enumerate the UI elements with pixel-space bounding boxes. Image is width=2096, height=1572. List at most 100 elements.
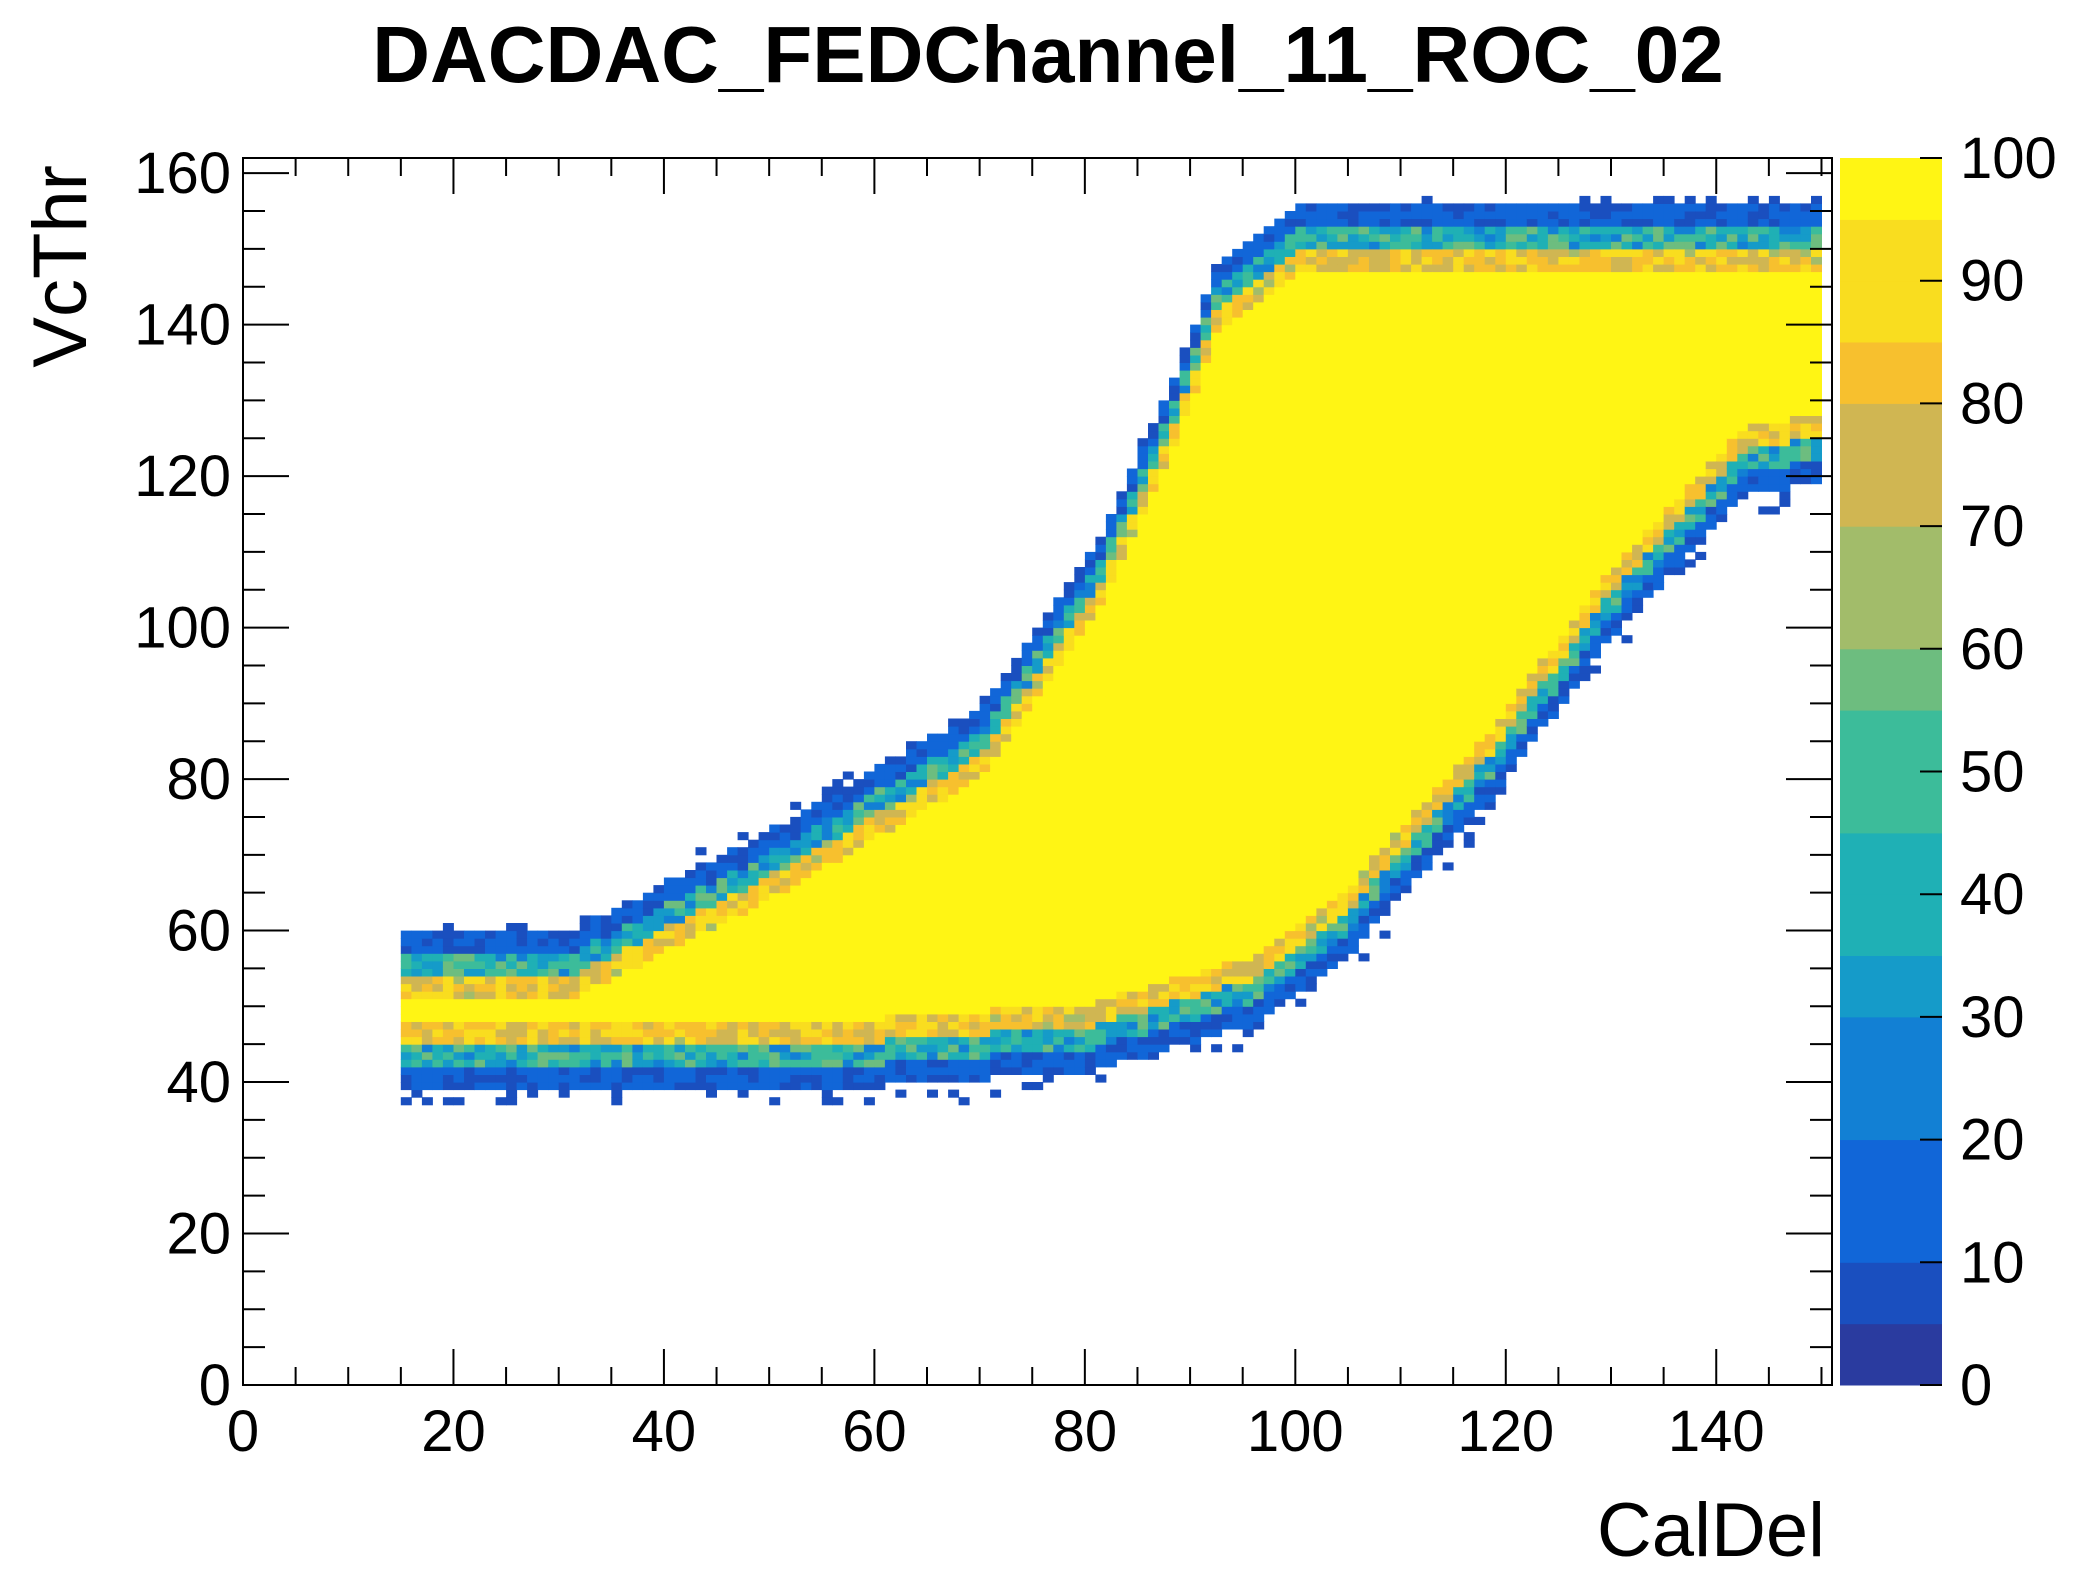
heatmap-cell bbox=[916, 1044, 928, 1053]
heatmap-cell bbox=[779, 945, 791, 954]
heatmap-cell bbox=[1105, 847, 1117, 856]
heatmap-cell bbox=[1179, 915, 1191, 924]
heatmap-cell bbox=[1148, 521, 1159, 530]
heatmap-cell bbox=[1042, 968, 1054, 977]
heatmap-cell bbox=[653, 1082, 665, 1091]
heatmap-cell bbox=[1074, 892, 1086, 901]
heatmap-cell bbox=[516, 1051, 528, 1060]
heatmap-cell bbox=[1011, 900, 1023, 909]
heatmap-cell bbox=[1116, 953, 1128, 962]
heatmap-cell bbox=[1158, 589, 1170, 598]
heatmap-cell bbox=[1116, 930, 1128, 939]
heatmap-cell bbox=[769, 839, 781, 848]
heatmap-cell bbox=[1053, 786, 1065, 795]
heatmap-cell bbox=[1305, 612, 1317, 621]
heatmap-cell bbox=[821, 1036, 833, 1045]
heatmap-cell bbox=[811, 839, 823, 848]
heatmap-cell bbox=[800, 870, 812, 879]
heatmap-cell bbox=[790, 839, 802, 848]
heatmap-cell bbox=[979, 930, 991, 939]
heatmap-cell bbox=[1190, 604, 1202, 613]
heatmap-cell bbox=[1011, 726, 1023, 735]
heatmap-cell bbox=[1274, 332, 1286, 341]
heatmap-cell bbox=[1284, 786, 1296, 795]
heatmap-cell bbox=[832, 824, 844, 833]
heatmap-cell bbox=[1316, 279, 1328, 288]
heatmap-cell bbox=[569, 1051, 581, 1060]
heatmap-cell bbox=[1358, 370, 1370, 379]
heatmap-cell bbox=[1095, 771, 1107, 780]
heatmap-cell bbox=[421, 1097, 433, 1106]
heatmap-cell bbox=[1190, 657, 1202, 666]
heatmap-cell bbox=[842, 1029, 854, 1038]
heatmap-cell bbox=[1358, 332, 1370, 341]
heatmap-cell bbox=[516, 976, 528, 985]
heatmap-cell bbox=[1316, 445, 1328, 454]
heatmap-cell bbox=[1326, 407, 1338, 416]
heatmap-cell bbox=[1242, 1029, 1254, 1038]
heatmap-cell bbox=[727, 1021, 739, 1030]
heatmap-cell bbox=[1358, 544, 1370, 553]
heatmap-cell bbox=[842, 862, 854, 871]
heatmap-cell bbox=[821, 938, 833, 947]
heatmap-cell bbox=[1284, 415, 1296, 424]
heatmap-cell bbox=[1095, 536, 1107, 545]
heatmap-cell bbox=[969, 854, 981, 863]
heatmap-cell bbox=[1305, 870, 1317, 879]
heatmap-cell bbox=[1095, 794, 1107, 803]
heatmap-cell bbox=[1305, 976, 1317, 985]
heatmap-cell bbox=[1242, 241, 1254, 250]
heatmap-cell bbox=[1190, 453, 1202, 462]
heatmap-cell bbox=[1305, 597, 1317, 606]
heatmap-cell bbox=[621, 923, 633, 932]
heatmap-cell bbox=[906, 976, 917, 985]
heatmap-cell bbox=[495, 991, 507, 1000]
heatmap-cell bbox=[1316, 688, 1328, 697]
heatmap-cell bbox=[1284, 271, 1296, 280]
heatmap-cell bbox=[1284, 536, 1296, 545]
heatmap-cell bbox=[527, 991, 539, 1000]
heatmap-cell bbox=[558, 1006, 570, 1015]
heatmap-cell bbox=[1074, 953, 1086, 962]
heatmap-cell bbox=[1326, 567, 1338, 576]
heatmap-cell bbox=[1221, 665, 1233, 674]
heatmap-cell bbox=[1358, 279, 1370, 288]
heatmap-cell bbox=[1190, 786, 1202, 795]
heatmap-cell bbox=[1358, 953, 1370, 962]
heatmap-cell bbox=[1242, 688, 1254, 697]
heatmap-cell bbox=[853, 968, 865, 977]
heatmap-cell bbox=[1011, 680, 1023, 689]
heatmap-cell bbox=[758, 998, 770, 1007]
heatmap-cell bbox=[790, 983, 802, 992]
heatmap-cell bbox=[621, 1066, 633, 1075]
heatmap-cell bbox=[1358, 203, 1370, 212]
heatmap-cell bbox=[1369, 763, 1380, 772]
heatmap-cell bbox=[485, 1006, 496, 1015]
heatmap-cell bbox=[1021, 1013, 1033, 1022]
heatmap-cell bbox=[748, 1013, 760, 1022]
heatmap-cell bbox=[1116, 544, 1128, 553]
heatmap-cell bbox=[1253, 877, 1265, 886]
heatmap-cell bbox=[400, 1036, 412, 1045]
heatmap-cell bbox=[1116, 771, 1128, 780]
heatmap-cell bbox=[1116, 870, 1128, 879]
heatmap-cell bbox=[863, 991, 875, 1000]
heatmap-cell bbox=[642, 968, 654, 977]
heatmap-cell bbox=[779, 870, 791, 879]
heatmap-cell bbox=[569, 976, 581, 985]
heatmap-cell bbox=[1316, 847, 1328, 856]
heatmap-cell bbox=[1253, 370, 1265, 379]
heatmap-cell bbox=[1095, 1021, 1107, 1030]
heatmap-cell bbox=[1158, 536, 1170, 545]
heatmap-cell bbox=[1295, 248, 1307, 257]
heatmap-cell bbox=[832, 839, 844, 848]
heatmap-cell bbox=[1137, 559, 1149, 568]
heatmap-cell bbox=[1316, 362, 1328, 371]
heatmap-cell bbox=[1211, 945, 1223, 954]
heatmap-cell bbox=[674, 900, 686, 909]
heatmap-cell bbox=[958, 1029, 970, 1038]
heatmap-cell bbox=[937, 892, 949, 901]
heatmap-cell bbox=[632, 938, 644, 947]
heatmap-cell bbox=[590, 1021, 602, 1030]
heatmap-cell bbox=[979, 923, 991, 932]
